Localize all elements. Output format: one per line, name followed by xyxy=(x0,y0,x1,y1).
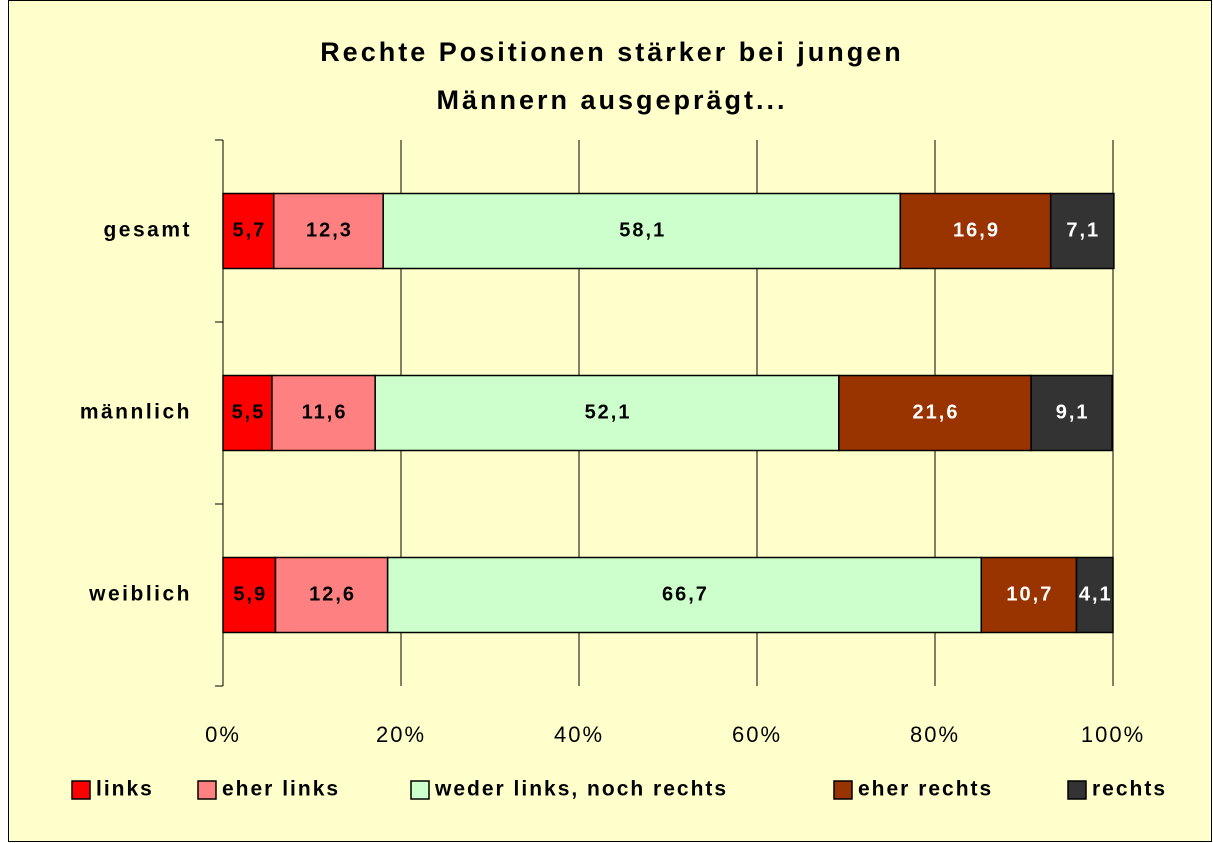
bar-segment xyxy=(1075,556,1114,634)
x-tick-label: 100% xyxy=(1081,722,1145,747)
bar-segment xyxy=(382,192,902,270)
legend-label: eher links xyxy=(222,778,340,801)
x-tick-label: 0% xyxy=(205,722,241,747)
x-tick-label: 40% xyxy=(554,722,604,747)
data-label: 12,3 xyxy=(306,219,353,241)
data-label: 21,6 xyxy=(913,401,960,423)
bar-segment xyxy=(374,374,840,452)
data-label: 4,1 xyxy=(1079,583,1113,605)
data-label: 9,1 xyxy=(1056,401,1090,423)
data-label: 11,6 xyxy=(302,401,348,423)
legend-swatch xyxy=(1067,780,1087,800)
bar-segment xyxy=(274,556,389,634)
y-tick-label: weiblich xyxy=(88,583,192,606)
data-label: 5,7 xyxy=(232,219,266,241)
y-tick-label: männlich xyxy=(80,401,192,424)
legend-swatch xyxy=(197,780,217,800)
legend-swatch xyxy=(833,780,853,800)
legend-swatch xyxy=(71,780,91,800)
bar-segment xyxy=(386,556,983,634)
data-label: 10,7 xyxy=(1006,583,1053,605)
bar-segment xyxy=(1030,374,1113,452)
x-tick-label: 60% xyxy=(732,722,782,747)
data-label: 5,9 xyxy=(233,583,267,605)
bar-segment xyxy=(222,374,273,452)
data-label: 16,9 xyxy=(953,219,1000,241)
x-tick-label: 20% xyxy=(376,722,426,747)
data-label: 5,5 xyxy=(232,401,266,423)
y-tick-label: gesamt xyxy=(103,219,192,242)
data-label: 12,6 xyxy=(309,583,356,605)
data-label: 52,1 xyxy=(585,401,632,423)
chart-title: Rechte Positionen stärker bei jungen xyxy=(320,37,904,67)
bar-segment xyxy=(838,374,1032,452)
bar-segment xyxy=(899,192,1052,270)
bar-segment xyxy=(1049,192,1115,270)
chart-title: Männern ausgeprägt... xyxy=(436,85,787,115)
legend-label: weder links, noch rechts xyxy=(434,778,728,801)
legend-swatch xyxy=(410,780,430,800)
bar-segment xyxy=(980,556,1078,634)
x-tick-label: 80% xyxy=(910,722,960,747)
legend-label: links xyxy=(96,778,154,801)
legend-label: rechts xyxy=(1092,778,1167,801)
legend-label: eher rechts xyxy=(858,778,993,801)
data-label: 7,1 xyxy=(1066,219,1100,241)
bar-segment xyxy=(222,556,277,634)
data-label: 58,1 xyxy=(619,219,666,241)
data-label: 66,7 xyxy=(662,583,709,605)
bar-segment xyxy=(222,192,275,270)
